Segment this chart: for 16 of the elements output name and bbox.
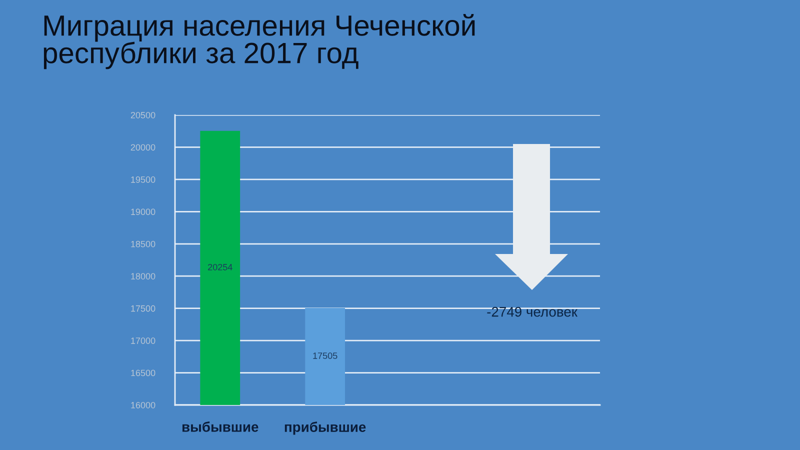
y-tick-label: 20000 xyxy=(130,144,156,151)
y-tick-label: 17500 xyxy=(131,305,156,312)
y-tick-label: 18500 xyxy=(131,240,156,248)
y-tick-label: 16000 xyxy=(131,402,156,408)
data-label: 17505 xyxy=(313,352,338,359)
y-tick-label: 16500 xyxy=(131,370,156,376)
y-tick-label: 19000 xyxy=(131,208,156,216)
x-tick-label: прибывшие xyxy=(284,422,366,435)
y-tick-label: 18000 xyxy=(131,273,156,280)
y-tick-label: 20500 xyxy=(130,112,156,118)
data-label: 20254 xyxy=(208,264,232,270)
y-tick-label: 17000 xyxy=(131,338,156,344)
chart-title: Миграция населения Чеченской республики за 2017 год xyxy=(44,14,475,70)
y-tick-label: 19500 xyxy=(131,176,156,183)
x-tick-label: выбывшие xyxy=(182,422,258,432)
text: -2749 человек xyxy=(487,306,578,317)
